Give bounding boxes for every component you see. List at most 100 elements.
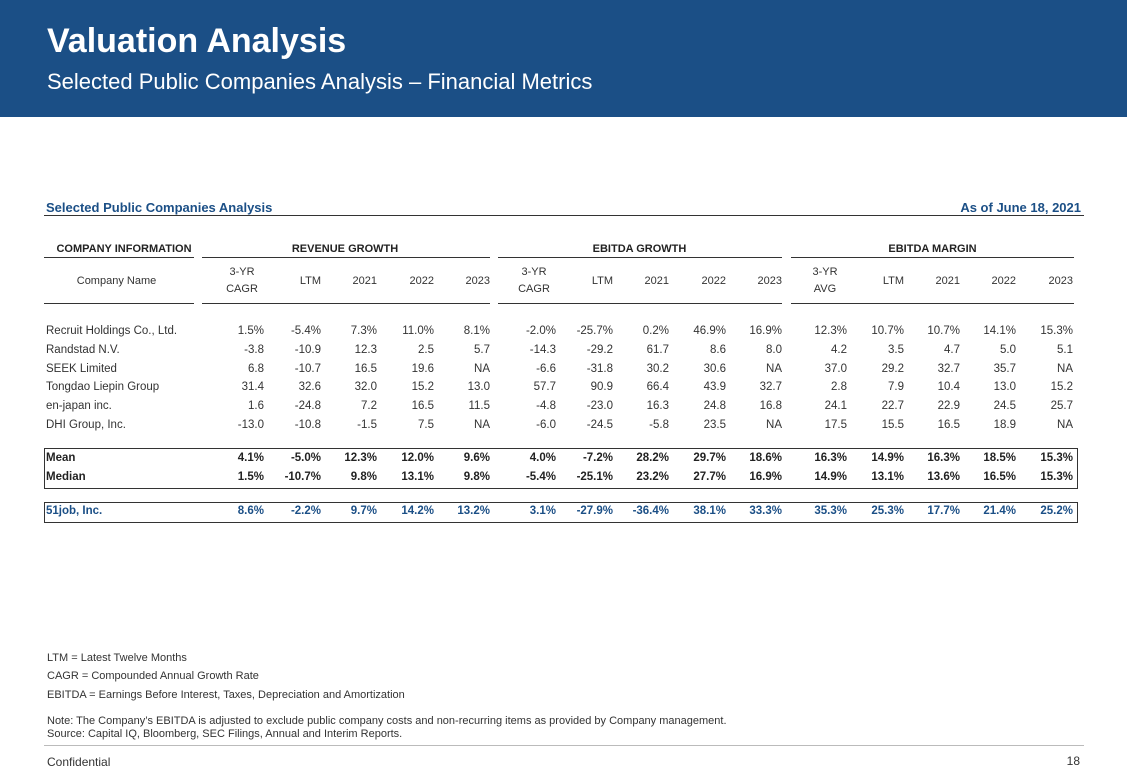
metric-cell: 8.0	[766, 343, 782, 356]
metric-cell: 9.6%	[463, 452, 490, 464]
metric-cell: -6.6	[536, 362, 556, 375]
company-name-cell: Mean	[46, 452, 76, 464]
group-rule-ebitda-margin	[791, 257, 1074, 258]
metric-cell: -13.0	[237, 419, 264, 431]
metric-cell: -7.2%	[582, 452, 613, 464]
metric-cell: 28.2%	[636, 452, 669, 464]
metric-cell: 61.7	[646, 343, 669, 356]
metric-cell: 7.3%	[350, 325, 377, 337]
group-rule-ebitda-growth	[498, 257, 782, 258]
company-name-cell: Tongdao Liepin Group	[46, 381, 160, 394]
metric-cell: -27.9%	[576, 505, 613, 517]
target-company-row: 51job, Inc. 8.6% -2.2% 9.7% 14.2% 13.2% 3.1% -2…	[44, 502, 1078, 521]
metric-cell: 16.3	[646, 400, 669, 413]
metric-cell: -2.2%	[290, 505, 321, 517]
metric-cell: 22.9	[937, 400, 960, 413]
metric-cell: 57.7	[533, 381, 556, 394]
metric-cell: -5.4%	[290, 325, 321, 337]
column-header-line: CAGR	[518, 283, 550, 295]
metric-cell: 3.5	[888, 343, 904, 356]
column-header-line: 2021	[352, 275, 377, 287]
metric-cell: 8.6%	[237, 505, 264, 517]
company-name-cell: en-japan inc.	[46, 400, 112, 413]
column-header-line: 2022	[701, 275, 726, 287]
company-name-cell: SEEK Limited	[46, 362, 117, 375]
metric-cell: 25.7	[1050, 400, 1073, 413]
metric-cell: -1.5	[357, 419, 377, 431]
header-banner: Valuation Analysis Selected Public Compa…	[0, 0, 1127, 117]
metric-cell: 32.7	[937, 362, 960, 375]
company-name-cell: 51job, Inc.	[46, 505, 103, 517]
group-rule-revenue	[202, 257, 490, 258]
metric-cell: NA	[474, 362, 490, 375]
footer-divider	[44, 745, 1084, 746]
metric-cell: 4.1%	[237, 452, 264, 464]
metric-cell: 16.5%	[983, 471, 1016, 483]
metric-cell: -5.0%	[290, 452, 321, 464]
metric-cell: 16.5	[411, 400, 434, 413]
page-subtitle: Selected Public Companies Analysis – Fin…	[47, 69, 593, 94]
metric-cell: 17.7%	[927, 505, 960, 517]
column-header-ebitda-margin-3: 2021	[890, 273, 960, 290]
metric-cell: 23.2%	[636, 471, 669, 483]
metric-cell: 13.6%	[927, 471, 960, 483]
metric-cell: 8.1%	[463, 325, 490, 337]
metric-cell: -25.1%	[576, 471, 613, 483]
metric-cell: 5.0	[1000, 343, 1016, 356]
metric-cell: -10.9	[294, 343, 321, 356]
metric-cell: 30.2	[646, 362, 669, 375]
column-header-line: 2022	[409, 275, 434, 287]
table-row: Randstad N.V. -3.8 -10.9 12.3 2.5 5.7 -14.3 -29…	[44, 341, 1078, 360]
metric-cell: 29.2	[881, 362, 904, 375]
metric-cell: 7.2	[361, 400, 377, 413]
group-company-info: COMPANY INFORMATION	[56, 243, 192, 255]
metric-cell: 24.8	[703, 400, 726, 413]
metric-cell: 18.5%	[983, 452, 1016, 464]
metric-cell: 2.5	[418, 343, 434, 356]
metric-cell: -5.8	[649, 419, 669, 431]
metric-cell: 33.3%	[749, 505, 782, 517]
metric-cell: 6.8	[248, 362, 264, 375]
summary-stats-box	[44, 448, 1078, 489]
column-header-ebitda-growth-4: 2022	[656, 273, 726, 290]
metric-cell: 11.0%	[402, 325, 434, 337]
metric-cell: -4.8	[536, 400, 556, 413]
column-header-ebitda-growth-1: 3-YR CAGR	[506, 264, 562, 298]
header-rule-ebitda-margin	[791, 303, 1074, 304]
metric-cell: 9.8%	[350, 471, 377, 483]
metric-cell: 13.0	[467, 381, 490, 394]
metric-cell: 13.1%	[401, 471, 434, 483]
table-row: Recruit Holdings Co., Ltd. 1.5% -5.4% 7.3% 1…	[44, 322, 1078, 341]
target-company-box	[44, 502, 1078, 523]
metric-cell: -31.8	[586, 362, 613, 375]
column-header-line: 2023	[757, 275, 782, 287]
column-header-line: LTM	[591, 275, 613, 287]
metric-cell: -14.3	[529, 343, 556, 356]
metric-cell: 32.0	[354, 381, 377, 394]
metric-cell: 14.1%	[983, 325, 1016, 337]
table-row: SEEK Limited 6.8 -10.7 16.5 19.6 NA -6.6 -31.8 3…	[44, 360, 1078, 379]
metric-cell: 1.5%	[237, 325, 264, 337]
metric-cell: 18.9	[993, 419, 1016, 431]
metric-cell: 12.0%	[401, 452, 434, 464]
metric-cell: 25.2%	[1040, 505, 1073, 517]
metric-cell: 19.6	[411, 362, 434, 375]
header-rule-company	[44, 303, 194, 304]
metric-cell: 14.9%	[814, 471, 847, 483]
company-name-cell: Median	[46, 471, 86, 483]
metric-cell: -25.7%	[576, 325, 613, 337]
column-header-ebitda-growth-2: LTM	[543, 273, 613, 290]
metric-cell: -29.2	[586, 343, 613, 356]
metric-cell: 16.3%	[814, 452, 847, 464]
column-header-line: 3-YR	[812, 266, 838, 278]
group-ebitda-margin: EBITDA MARGIN	[888, 243, 977, 255]
metric-cell: -23.0	[586, 400, 613, 413]
page-title: Valuation Analysis	[47, 22, 347, 60]
company-name-cell: DHI Group, Inc.	[46, 419, 126, 431]
metric-cell: 66.4	[646, 381, 669, 394]
metric-cell: 12.3%	[344, 452, 377, 464]
summary-row: Mean 4.1% -5.0% 12.3% 12.0% 9.6% 4.0% -7.2% 28.2…	[44, 449, 1078, 468]
metric-cell: NA	[474, 419, 490, 431]
metric-cell: 2.8	[831, 381, 847, 394]
metric-cell: 16.9%	[749, 325, 782, 337]
